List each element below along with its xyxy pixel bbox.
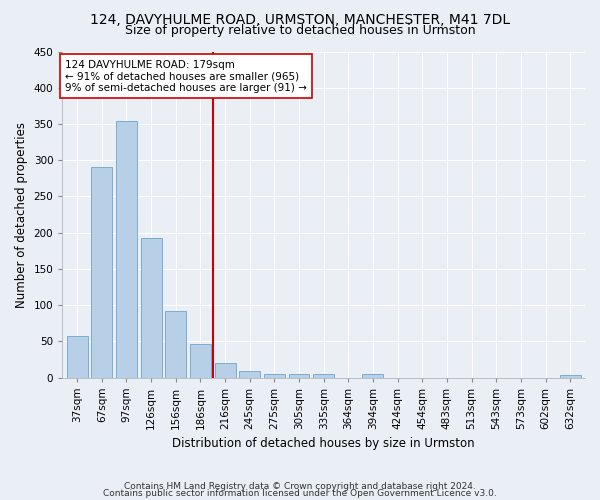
Text: Size of property relative to detached houses in Urmston: Size of property relative to detached ho… xyxy=(125,24,475,37)
Bar xyxy=(239,371,260,378)
Text: 124, DAVYHULME ROAD, URMSTON, MANCHESTER, M41 7DL: 124, DAVYHULME ROAD, URMSTON, MANCHESTER… xyxy=(90,12,510,26)
Bar xyxy=(362,374,383,378)
Bar xyxy=(140,238,161,378)
Bar xyxy=(190,344,211,378)
Text: Contains HM Land Registry data © Crown copyright and database right 2024.: Contains HM Land Registry data © Crown c… xyxy=(124,482,476,491)
Text: 124 DAVYHULME ROAD: 179sqm
← 91% of detached houses are smaller (965)
9% of semi: 124 DAVYHULME ROAD: 179sqm ← 91% of deta… xyxy=(65,60,307,93)
Bar xyxy=(560,374,581,378)
X-axis label: Distribution of detached houses by size in Urmston: Distribution of detached houses by size … xyxy=(172,437,475,450)
Bar xyxy=(91,168,112,378)
Bar xyxy=(215,363,236,378)
Bar xyxy=(165,311,186,378)
Bar xyxy=(264,374,285,378)
Bar xyxy=(67,336,88,378)
Bar xyxy=(289,374,310,378)
Text: Contains public sector information licensed under the Open Government Licence v3: Contains public sector information licen… xyxy=(103,489,497,498)
Bar xyxy=(116,121,137,378)
Bar xyxy=(313,374,334,378)
Y-axis label: Number of detached properties: Number of detached properties xyxy=(15,122,28,308)
